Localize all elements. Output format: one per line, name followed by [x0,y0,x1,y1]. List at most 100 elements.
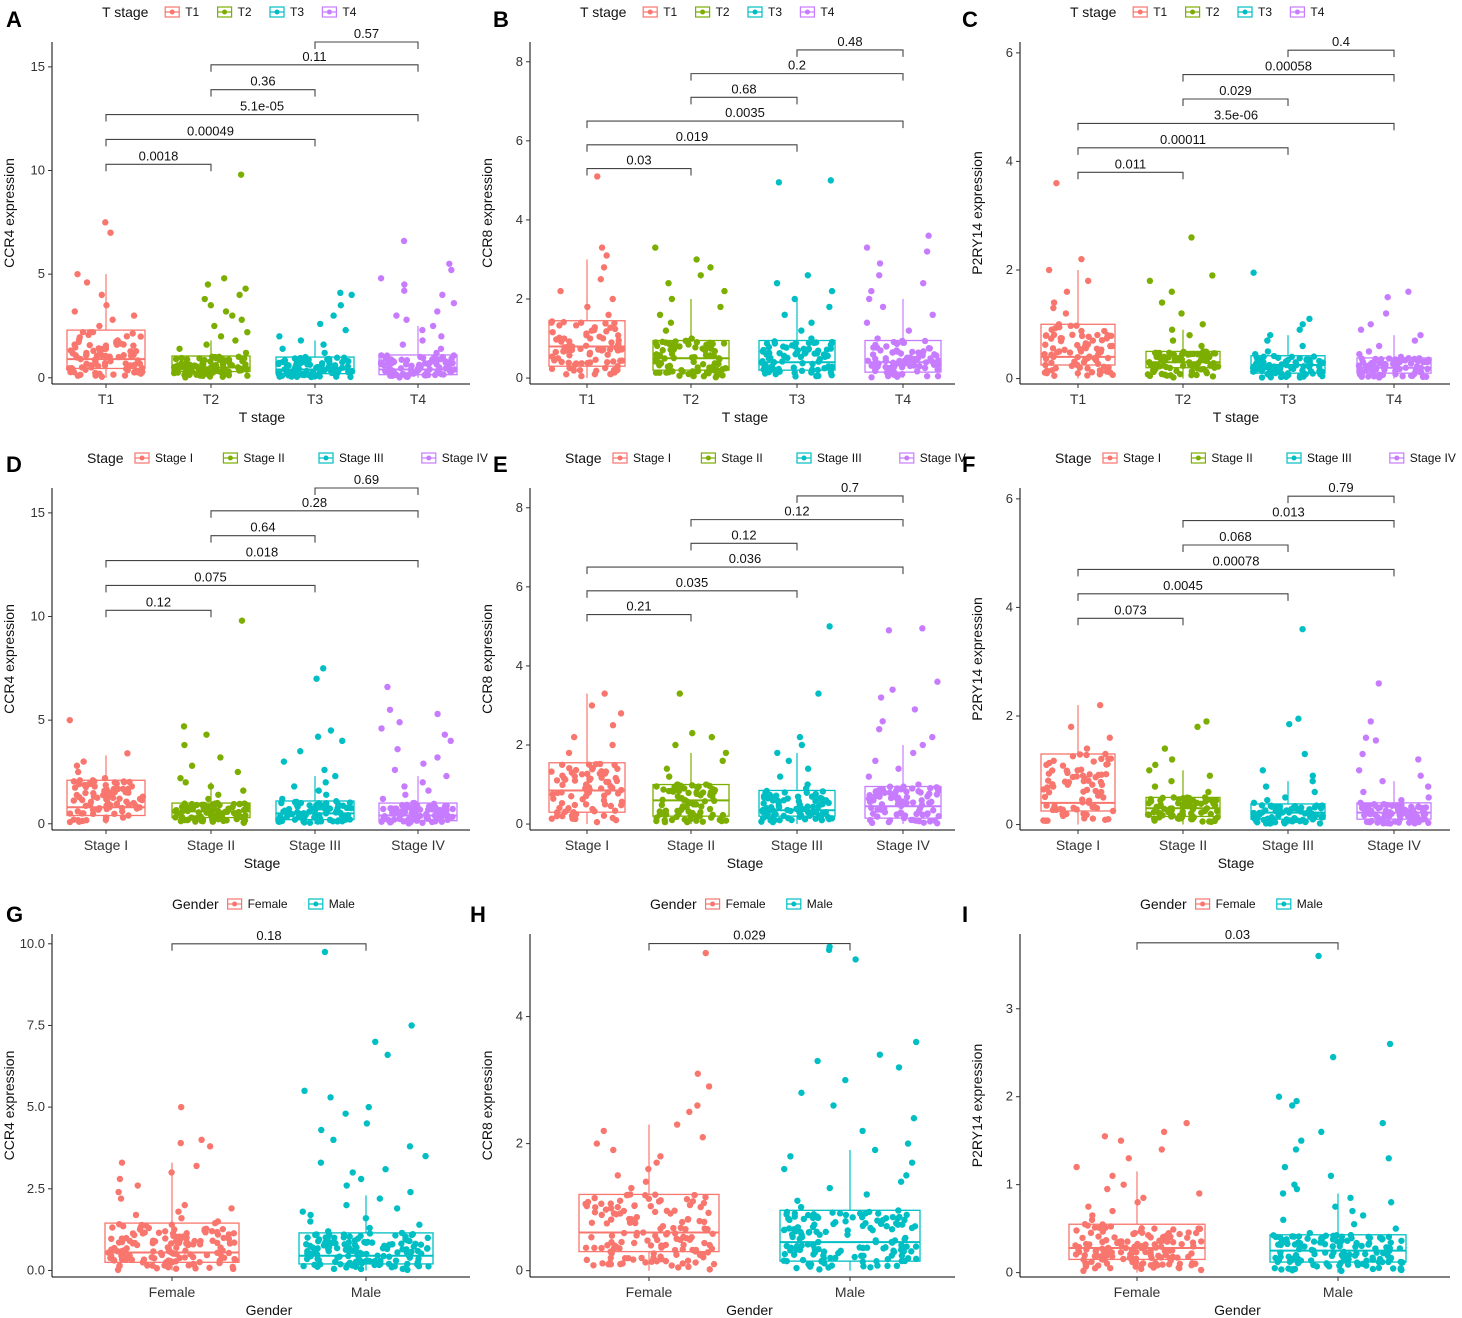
data-point [181,1201,188,1209]
data-point [859,1127,866,1135]
y-tick-label: 4 [1006,153,1013,168]
data-point [232,337,239,344]
data-point [1209,373,1217,380]
comparison-bracket: 0.029 [1182,83,1289,106]
y-tick-label: 0 [38,816,45,831]
data-point [199,360,206,368]
data-point [705,1083,713,1090]
data-point [446,367,454,375]
data-point [773,279,781,287]
data-point [425,361,432,368]
data-point [911,706,919,713]
data-point [1057,337,1065,345]
data-point [1198,342,1205,350]
data-point [618,1238,625,1246]
box-group [1250,625,1326,827]
data-point [871,1146,879,1154]
data-point [690,372,697,380]
data-point [929,358,936,365]
data-point [77,371,84,378]
data-point [1063,288,1071,295]
data-point [1176,812,1184,819]
comparison-bracket: 0.00011 [1077,132,1289,155]
data-point [107,229,114,236]
data-point [781,789,788,796]
data-point [1412,810,1419,817]
data-point [403,1249,410,1256]
data-point [705,370,712,377]
data-point [686,1108,693,1116]
data-point [912,1255,920,1263]
data-point [1397,1266,1405,1273]
data-point [192,1265,199,1272]
data-point [1132,1255,1140,1262]
data-point [609,814,616,822]
data-point [628,1215,635,1223]
data-point [579,796,586,803]
data-point [193,363,201,370]
data-point [790,364,798,371]
comparison-bracket: 0.28 [210,495,419,518]
data-point [879,718,886,725]
data-point [323,791,330,798]
data-point [306,808,313,815]
data-point [301,819,308,826]
data-point [306,1242,314,1249]
data-point [1275,1241,1282,1248]
data-point [419,779,426,786]
data-point [558,761,566,768]
data-point [566,338,573,345]
data-point [685,337,692,345]
data-point [1079,1234,1086,1242]
data-point [122,789,129,796]
data-point [168,1221,176,1228]
data-point [172,355,180,363]
data-point [424,1245,431,1252]
bracket-line [1287,495,1395,504]
data-point [1258,355,1266,363]
data-point [680,1241,687,1249]
data-point [378,352,385,359]
legend-item: Stage II [222,451,285,465]
comparison-bracket: 0.12 [690,504,904,527]
data-point [377,275,385,282]
data-point [611,761,618,769]
data-point [1089,815,1097,822]
data-point [772,792,780,799]
data-point [1299,625,1306,633]
data-point [340,354,348,361]
panel-label: I [962,902,968,927]
data-point [419,337,426,344]
y-tick-label: 10 [31,163,45,178]
data-point [1085,797,1093,804]
data-point [1152,1244,1160,1251]
data-point [878,786,886,794]
data-point [1109,1172,1116,1180]
y-tick-label: 2 [1006,708,1013,723]
data-point [852,956,859,963]
data-point [438,818,446,825]
data-point [1283,1239,1291,1246]
data-point [1080,359,1088,366]
data-point [918,797,925,804]
data-point [676,690,683,697]
legend-key-dot [326,9,332,15]
data-point [304,1250,311,1257]
data-point [200,801,208,809]
data-point [1365,1241,1372,1248]
data-point [882,355,889,362]
x-tick-label: Female [149,1284,196,1300]
data-point [1134,1199,1141,1206]
legend-key-dot [313,901,319,907]
data-point [1417,772,1424,779]
legend: Stage Stage I Stage II Stage III Stage IV [87,450,488,466]
data-point [229,803,236,811]
data-point [419,326,426,334]
data-point [1341,1251,1348,1259]
data-point [1207,810,1214,818]
data-point [1398,796,1405,804]
data-point [209,818,217,825]
data-point [325,1231,333,1238]
comparison-bracket: 0.035 [586,575,798,598]
